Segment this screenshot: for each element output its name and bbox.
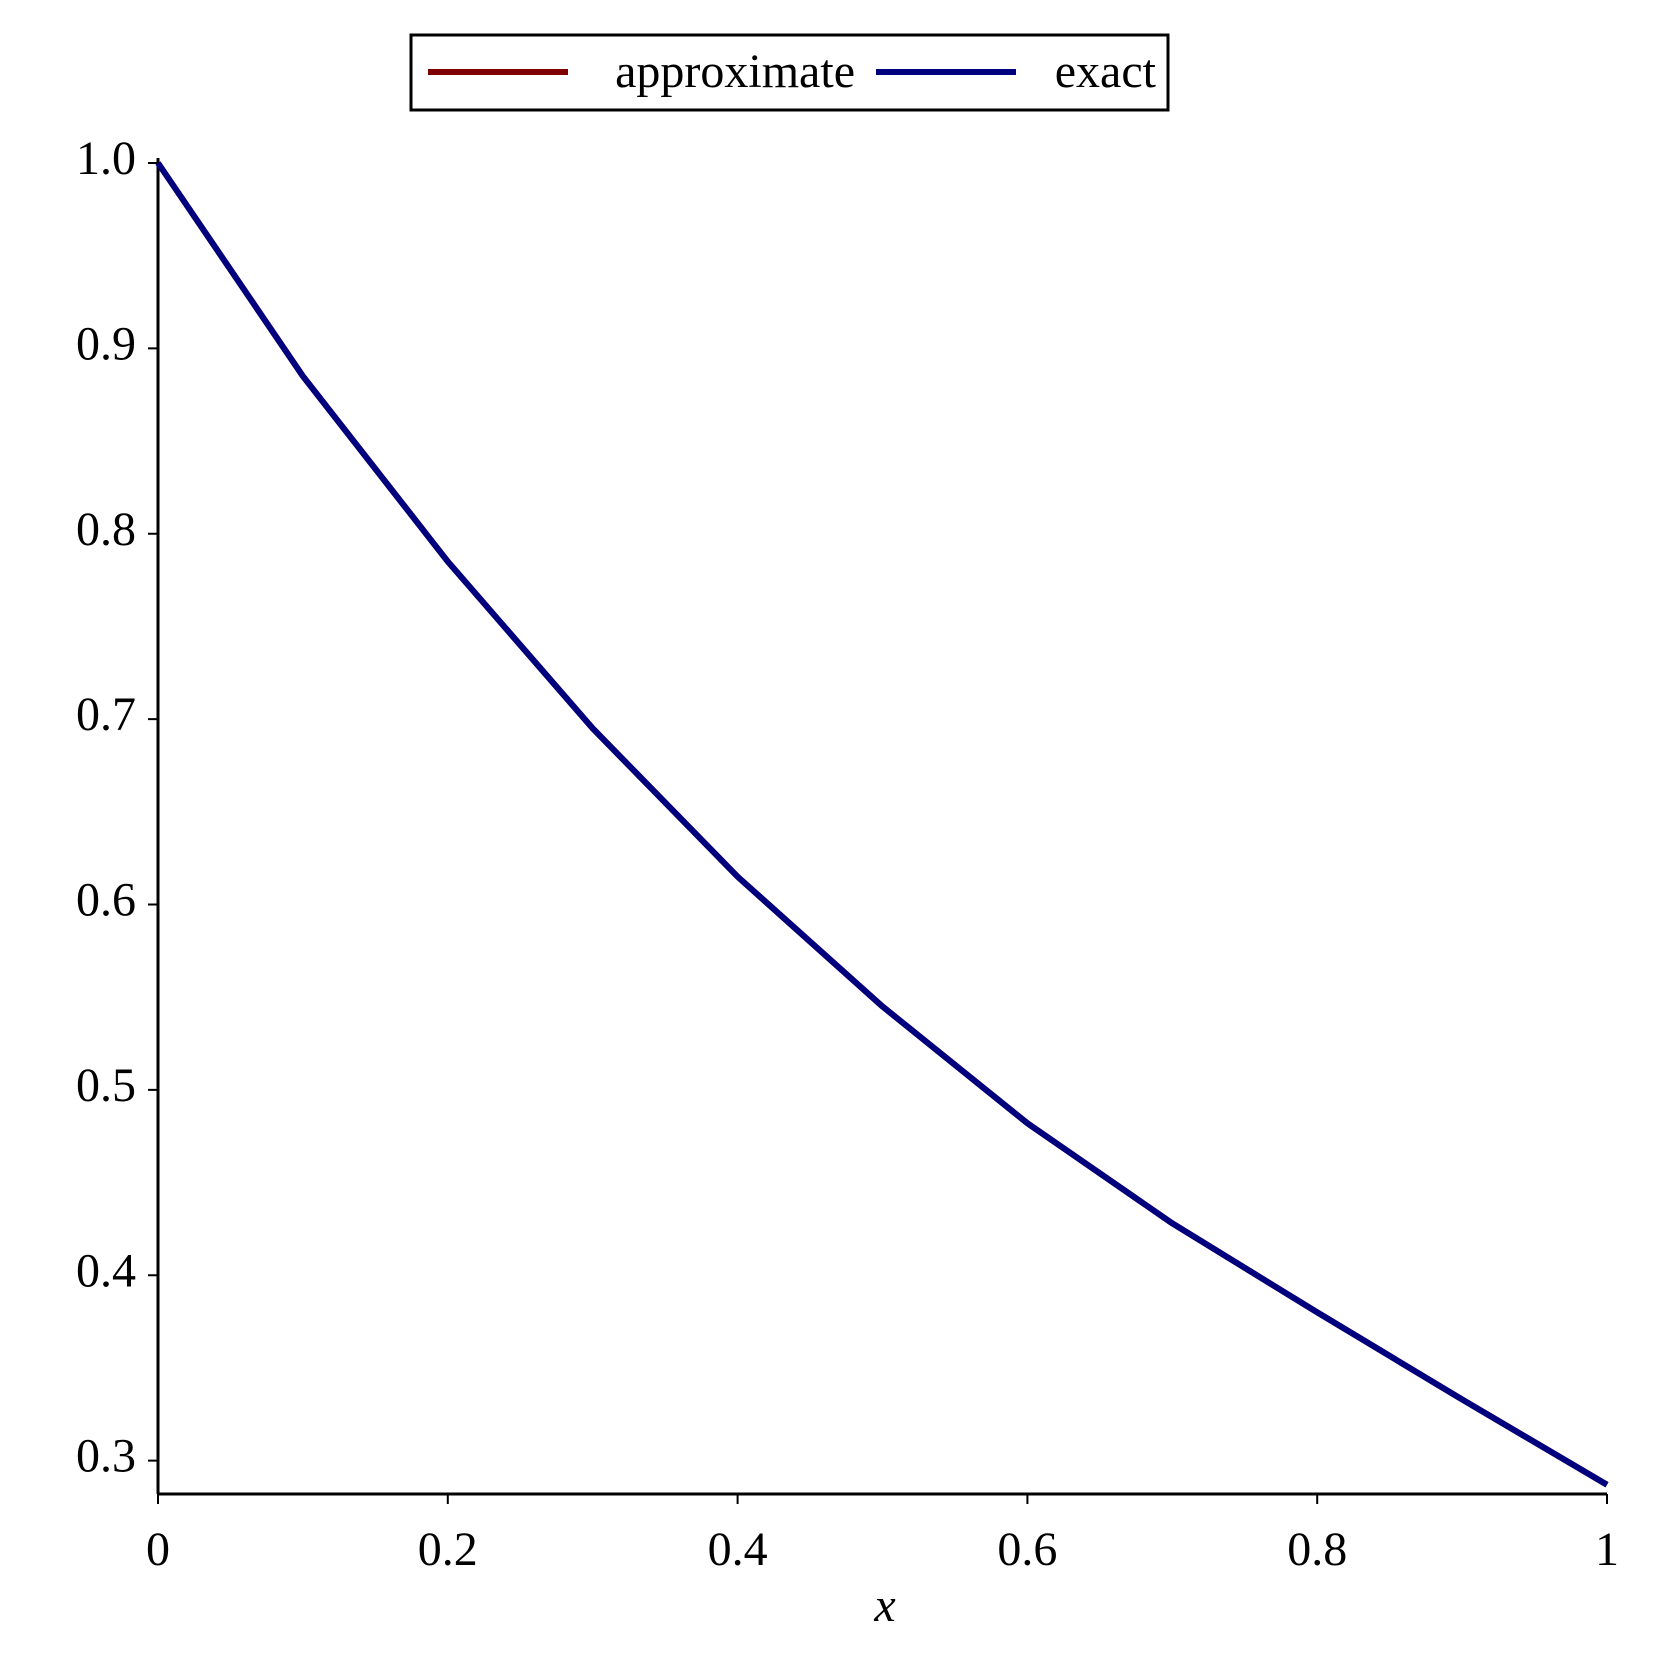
x-axis-label: x xyxy=(873,1579,895,1632)
series-line xyxy=(155,161,1609,1488)
x-tick-label: 1 xyxy=(1595,1523,1619,1576)
y-tick-label: 0.8 xyxy=(76,503,136,556)
y-tick-label: 0.9 xyxy=(76,317,136,370)
x-tick-label: 0.4 xyxy=(708,1523,768,1576)
series-line xyxy=(155,161,1609,1488)
y-tick-label: 0.5 xyxy=(76,1059,136,1112)
legend-label: exact xyxy=(1055,45,1157,98)
y-tick-label: 1.0 xyxy=(76,132,136,185)
y-tick-label: 0.4 xyxy=(76,1244,136,1297)
x-tick-label: 0 xyxy=(146,1523,170,1576)
legend-label: approximate xyxy=(615,45,855,98)
x-tick-label: 0.8 xyxy=(1287,1523,1347,1576)
x-tick-label: 0.2 xyxy=(418,1523,478,1576)
y-tick-label: 0.3 xyxy=(76,1430,136,1483)
y-tick-label: 0.6 xyxy=(76,874,136,927)
x-tick-label: 0.6 xyxy=(997,1523,1057,1576)
y-tick-label: 0.7 xyxy=(76,688,136,741)
